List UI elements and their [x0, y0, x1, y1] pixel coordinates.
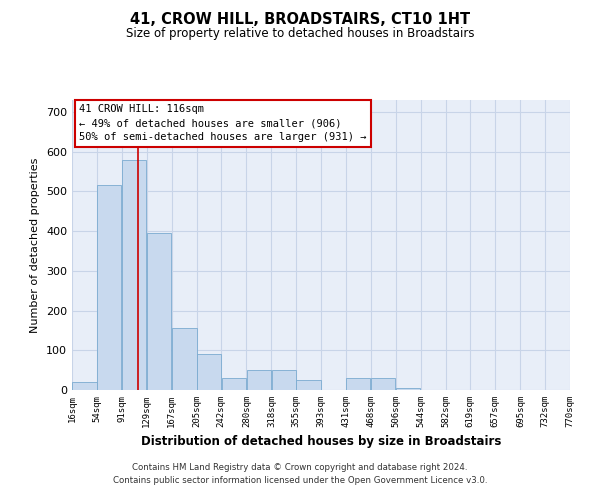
Bar: [72, 382, 97, 390]
Bar: [396, 388, 421, 390]
Bar: [371, 378, 395, 390]
Y-axis label: Number of detached properties: Number of detached properties: [31, 158, 40, 332]
Bar: [172, 328, 197, 390]
Bar: [247, 370, 271, 390]
Text: Size of property relative to detached houses in Broadstairs: Size of property relative to detached ho…: [126, 28, 474, 40]
Bar: [97, 186, 121, 390]
Bar: [221, 378, 246, 390]
Bar: [346, 378, 370, 390]
Text: Contains HM Land Registry data © Crown copyright and database right 2024.: Contains HM Land Registry data © Crown c…: [132, 464, 468, 472]
Text: 41, CROW HILL, BROADSTAIRS, CT10 1HT: 41, CROW HILL, BROADSTAIRS, CT10 1HT: [130, 12, 470, 28]
Text: Distribution of detached houses by size in Broadstairs: Distribution of detached houses by size …: [141, 435, 501, 448]
Bar: [296, 380, 321, 390]
Bar: [272, 370, 296, 390]
Bar: [147, 233, 172, 390]
Bar: [122, 160, 146, 390]
Bar: [197, 354, 221, 390]
Text: Contains public sector information licensed under the Open Government Licence v3: Contains public sector information licen…: [113, 476, 487, 485]
Text: 41 CROW HILL: 116sqm
← 49% of detached houses are smaller (906)
50% of semi-deta: 41 CROW HILL: 116sqm ← 49% of detached h…: [79, 104, 367, 142]
